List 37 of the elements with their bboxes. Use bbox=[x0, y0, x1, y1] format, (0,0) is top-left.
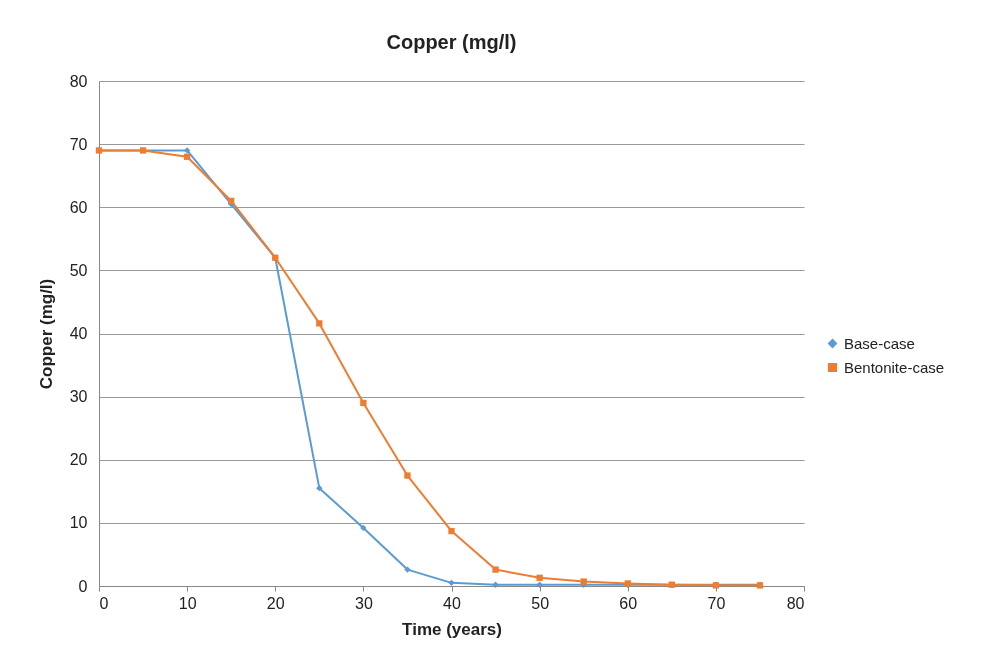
x-tick-label: 30 bbox=[354, 594, 373, 612]
x-axis-title: Time (years) bbox=[402, 619, 502, 639]
x-tick-label: 20 bbox=[266, 594, 285, 612]
point bbox=[404, 472, 411, 479]
y-tick-label: 30 bbox=[69, 388, 88, 406]
point bbox=[360, 399, 367, 407]
point bbox=[448, 527, 455, 535]
x-tick-label: 50 bbox=[531, 594, 550, 612]
point bbox=[536, 581, 543, 588]
point bbox=[536, 574, 543, 581]
x-tick-label: 60 bbox=[619, 594, 638, 612]
x-tick-label: 10 bbox=[178, 594, 197, 612]
legend-label: Bentonite-case bbox=[844, 358, 945, 376]
x-tick-label: 40 bbox=[443, 594, 461, 612]
point bbox=[404, 566, 411, 573]
point bbox=[448, 579, 455, 587]
point bbox=[360, 524, 367, 532]
y-tick-label: 40 bbox=[69, 325, 88, 342]
y-axis-title: Copper (mg/l) bbox=[36, 278, 56, 390]
point bbox=[316, 320, 323, 327]
point bbox=[492, 566, 499, 573]
y-tick-label: 60 bbox=[69, 198, 88, 216]
y-tick-label: 80 bbox=[69, 72, 88, 90]
y-tick-label: 70 bbox=[69, 135, 88, 153]
x-tick-label: 70 bbox=[707, 594, 726, 612]
point bbox=[316, 484, 323, 492]
legend-label: Base-case bbox=[844, 334, 915, 352]
point bbox=[183, 147, 191, 154]
y-tick-label: 0 bbox=[78, 577, 88, 595]
x-tick-label: 80 bbox=[786, 594, 805, 612]
y-tick-label: 10 bbox=[69, 514, 88, 532]
y-tick-label: 50 bbox=[69, 261, 88, 279]
chart-title: Copper (mg/l) bbox=[386, 31, 517, 53]
point bbox=[492, 581, 499, 588]
point bbox=[183, 153, 191, 160]
x-tick-label: 0 bbox=[99, 594, 109, 612]
y-tick-label: 20 bbox=[69, 451, 88, 469]
